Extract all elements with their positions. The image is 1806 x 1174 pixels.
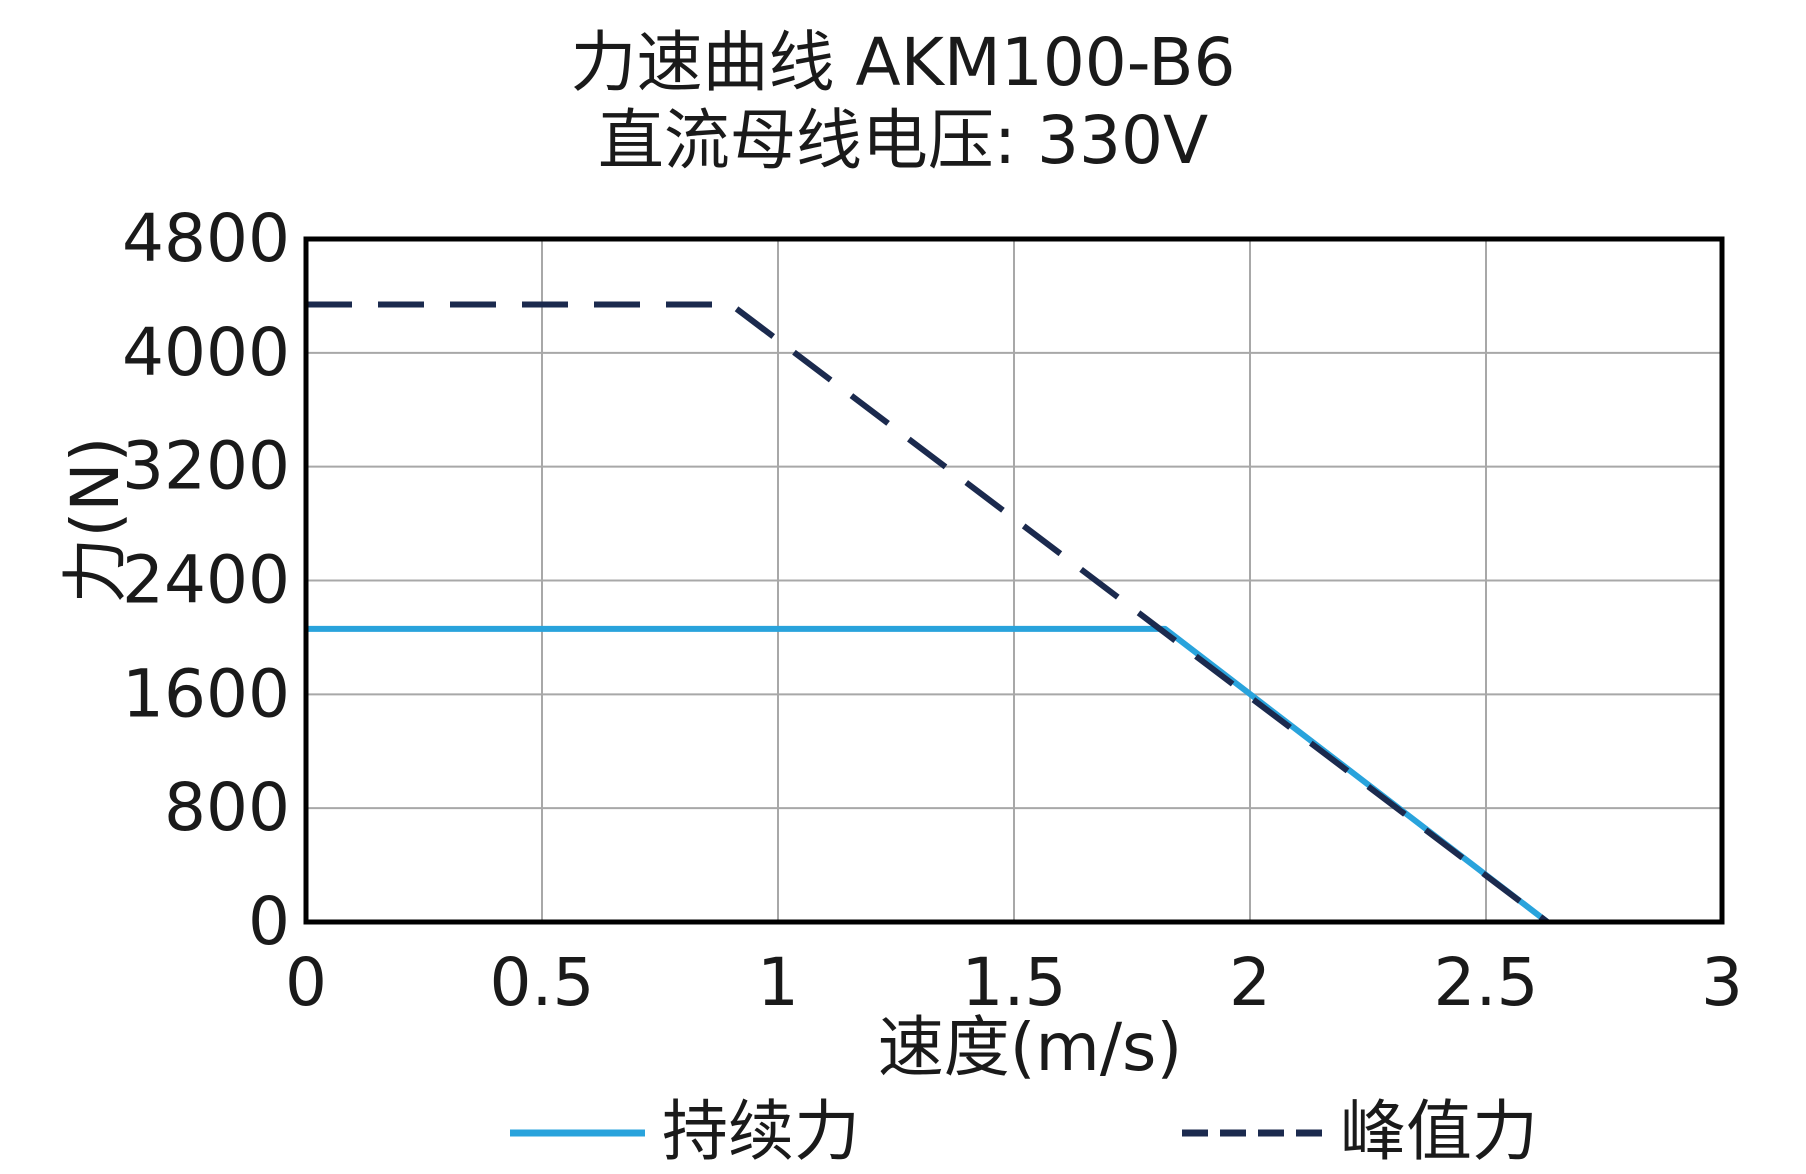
series-layer bbox=[306, 301, 1550, 925]
grid bbox=[305, 238, 1723, 923]
y-tick-label: 2400 bbox=[122, 542, 290, 619]
y-tick-label: 3200 bbox=[122, 428, 290, 505]
legend-label-continuous: 持续力 bbox=[662, 1093, 860, 1170]
x-axis-label: 速度(m/s) bbox=[878, 1009, 1182, 1086]
legend-label-peak: 峰值力 bbox=[1340, 1093, 1538, 1170]
x-tick-label: 2 bbox=[1229, 944, 1271, 1021]
y-tick-label: 1600 bbox=[122, 655, 290, 732]
y-tick-labels: 0 800 1600 2400 3200 4000 4800 bbox=[122, 200, 290, 960]
x-tick-label: 0 bbox=[285, 944, 327, 1021]
y-tick-label: 4800 bbox=[122, 200, 290, 277]
x-tick-labels: 0 0.5 1 1.5 2 2.5 3 bbox=[285, 944, 1743, 1021]
x-tick-label: 0.5 bbox=[490, 944, 595, 1021]
legend: 持续力 峰值力 bbox=[510, 1093, 1538, 1170]
chart-subtitle: 直流母线电压: 330V bbox=[598, 102, 1208, 179]
series-line-1 bbox=[306, 301, 1550, 925]
y-tick-label: 4000 bbox=[122, 314, 290, 391]
series-line-0 bbox=[306, 625, 1550, 925]
x-tick-label: 1 bbox=[757, 944, 799, 1021]
y-tick-label: 0 bbox=[248, 883, 290, 960]
y-tick-label: 800 bbox=[164, 769, 290, 846]
x-tick-label: 1.5 bbox=[962, 944, 1067, 1021]
chart-title: 力速曲线 AKM100-B6 bbox=[570, 24, 1235, 101]
x-tick-label: 2.5 bbox=[1434, 944, 1539, 1021]
x-tick-label: 3 bbox=[1701, 944, 1743, 1021]
plot-frame bbox=[303, 236, 1725, 925]
y-axis-label: 力(N) bbox=[57, 437, 134, 604]
